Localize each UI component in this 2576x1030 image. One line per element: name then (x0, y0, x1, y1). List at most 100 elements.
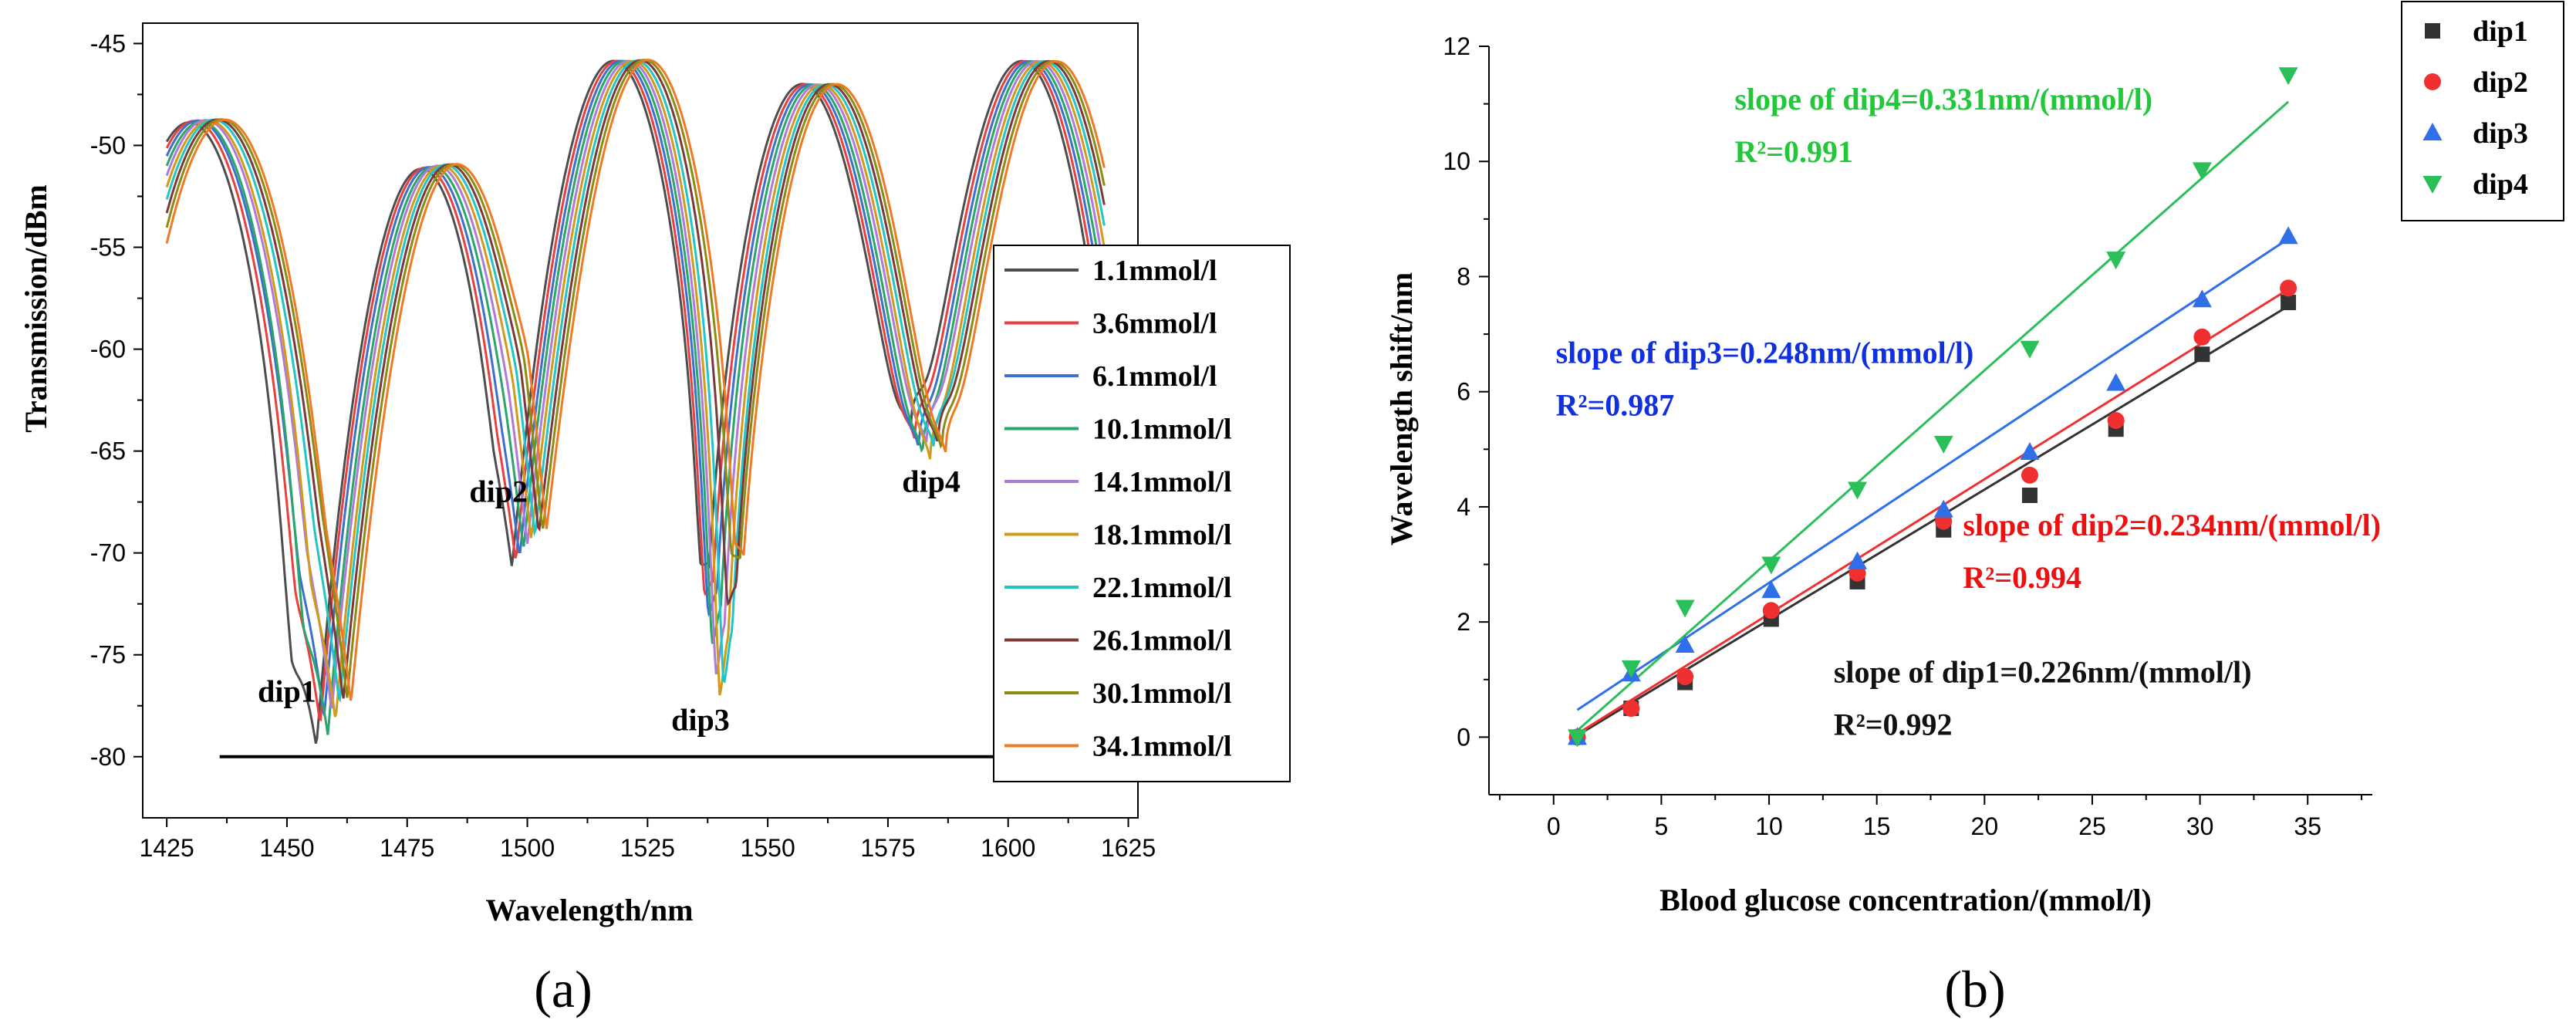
a-xtick-label: 1525 (620, 834, 675, 862)
a-dip-label: dip2 (469, 474, 528, 509)
b-point-dip4 (2020, 340, 2040, 359)
a-xtick-label: 1500 (500, 834, 555, 862)
b-xtick-label: 30 (2186, 812, 2214, 840)
a-xtick-label: 1425 (140, 834, 194, 862)
b-point-dip4 (2106, 252, 2126, 270)
b-point-dip4 (1675, 599, 1695, 618)
a-xtick-label: 1575 (860, 834, 915, 862)
b-xtick-label: 20 (1971, 812, 1999, 840)
b-point-dip2 (2280, 279, 2297, 297)
a-legend-label: 34.1mmol/l (1092, 731, 1231, 763)
b-ytick-label: 8 (1457, 262, 1470, 290)
b-point-dip3 (2192, 289, 2212, 308)
a-xtick-label: 1450 (259, 834, 314, 862)
b-slope-label: slope of dip1=0.226nm/(mmol/l) (1834, 655, 2252, 690)
a-xlabel: Wavelength/nm (486, 893, 694, 927)
a-ylabel: Transmission/dBm (19, 184, 53, 433)
b-ytick-label: 6 (1457, 378, 1470, 406)
b-point-dip3 (1848, 551, 1868, 569)
a-series-line (165, 59, 1106, 722)
b-legend-marker (2424, 73, 2441, 90)
a-legend-label: 10.1mmol/l (1092, 414, 1231, 446)
b-ytick-label: 4 (1457, 493, 1470, 521)
a-ytick-label: -55 (90, 234, 126, 262)
a-series-line (165, 59, 1106, 701)
b-legend-marker (2422, 123, 2443, 140)
b-point-dip4 (1848, 481, 1868, 500)
b-legend-marker (2425, 23, 2440, 39)
b-point-dip1 (2194, 346, 2210, 363)
b-r2-label: R²=0.994 (1963, 560, 2081, 595)
b-ylabel: Wavelength shift/nm (1384, 272, 1419, 545)
b-fit-line (1576, 100, 2290, 731)
b-point-dip4 (1761, 556, 1781, 575)
b-xlabel: Blood glucose concentration/(mmol/l) (1659, 883, 2152, 917)
a-legend-label: 1.1mmol/l (1092, 255, 1217, 287)
b-point-dip3 (2106, 373, 2126, 391)
b-point-dip3 (1621, 664, 1641, 682)
b-point-dip3 (1761, 580, 1781, 599)
b-point-dip1 (2281, 295, 2297, 311)
a-ytick-label: -60 (90, 336, 126, 363)
b-point-dip4 (1933, 435, 1953, 454)
a-xtick-label: 1625 (1101, 834, 1156, 862)
a-xtick-label: 1600 (981, 834, 1035, 862)
chart-a: Wavelength/nm Transmission/dBm (a) 1425 1… (19, 22, 1291, 1018)
a-ytick-label: -80 (90, 743, 126, 771)
b-fit-line (1576, 238, 2289, 711)
b-point-dip2 (1762, 602, 1780, 620)
a-legend-label: 14.1mmol/l (1092, 466, 1231, 498)
b-point-dip1 (1569, 729, 1585, 745)
a-series-line (165, 59, 1106, 745)
b-xtick-label: 25 (2078, 812, 2106, 840)
a-series-line (165, 59, 1106, 699)
b-point-dip1 (1849, 573, 1865, 589)
b-point-dip3 (1568, 727, 1587, 745)
a-dip-label: dip4 (902, 464, 961, 498)
b-fit-line (1576, 288, 2289, 735)
b-point-dip3 (2278, 226, 2298, 245)
b-xtick-label: 0 (1547, 812, 1561, 840)
b-point-dip3 (1933, 499, 1953, 518)
a-ytick-label: -65 (90, 437, 126, 465)
b-point-dip2 (1848, 564, 1866, 582)
a-xtick-label: 1550 (741, 834, 795, 862)
a-series-group (165, 59, 1106, 745)
b-slope-label: slope of dip4=0.331nm/(mmol/l) (1734, 82, 2152, 117)
b-point-dip2 (1676, 668, 1694, 686)
a-legend-label: 6.1mmol/l (1092, 360, 1217, 393)
a-legend-label: 22.1mmol/l (1092, 572, 1231, 604)
b-fit-line (1576, 305, 2289, 737)
b-point-dip1 (1677, 674, 1693, 691)
a-legend-label: 3.6mmol/l (1092, 308, 1217, 340)
b-xtick-label: 35 (2294, 812, 2321, 840)
b-point-dip4 (2192, 162, 2212, 181)
b-ytick-label: 10 (1443, 147, 1470, 175)
b-point-dip4 (1621, 660, 1641, 678)
b-ytick-label: 0 (1457, 723, 1470, 751)
b-xtick-label: 10 (1755, 812, 1783, 840)
a-ytick-label: -45 (90, 29, 126, 57)
a-panel-label: (a) (534, 960, 592, 1018)
b-ytick-label: 2 (1457, 608, 1470, 636)
b-r2-label: R²=0.992 (1834, 707, 1953, 742)
b-point-dip4 (2278, 67, 2298, 86)
b-r2-label: R²=0.987 (1556, 387, 1675, 422)
b-point-dip2 (2021, 466, 2038, 484)
b-point-dip2 (1622, 700, 1640, 718)
b-point-dip2 (1935, 512, 1953, 530)
b-legend-label: dip2 (2473, 66, 2528, 99)
a-ytick-label: -70 (90, 539, 126, 567)
b-legend-label: dip3 (2473, 117, 2528, 150)
b-r2-label: R²=0.991 (1734, 134, 1853, 169)
b-xtick-label: 5 (1655, 812, 1669, 840)
a-legend-label: 30.1mmol/l (1092, 677, 1231, 710)
b-legend-label: dip1 (2473, 15, 2528, 48)
a-ytick-label: -50 (90, 131, 126, 159)
b-point-dip1 (2108, 421, 2124, 437)
b-legend-box (2401, 1, 2564, 221)
a-ytick-label: -75 (90, 641, 126, 669)
a-dip-label: dip1 (258, 674, 316, 708)
b-point-dip1 (1763, 611, 1779, 627)
b-point-dip4 (1568, 729, 1587, 748)
